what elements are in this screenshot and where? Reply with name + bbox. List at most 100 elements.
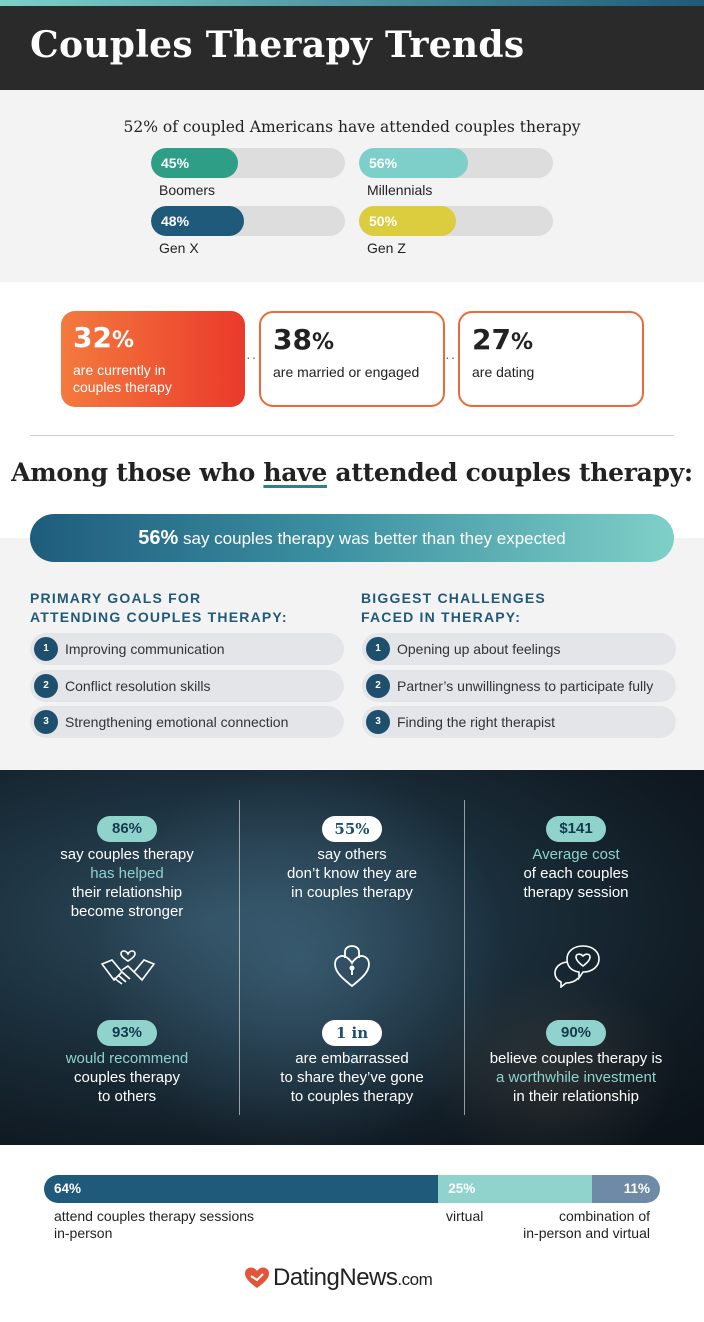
- generation-percent: 50%: [369, 213, 398, 229]
- stat-line: don’t know they are: [286, 865, 418, 882]
- generation-boomers: 45% Boomers: [151, 148, 345, 198]
- overview-section: 52% of coupled Americans have attended c…: [0, 90, 704, 282]
- rank-badge: 2: [366, 674, 390, 698]
- stat-badge: 90%: [546, 1020, 606, 1046]
- generation-label: Gen X: [159, 240, 199, 256]
- challenge-text: Partner’s unwillingness to participate f…: [397, 678, 654, 694]
- status-unit: %: [311, 330, 335, 355]
- status-number: 32: [73, 321, 112, 354]
- status-number: 27: [472, 323, 511, 356]
- progress-track: 50%: [359, 206, 553, 236]
- section-heading: Among those who have attended couples th…: [0, 458, 704, 487]
- progress-track: 45%: [151, 148, 345, 178]
- stat-highlight: has helped: [90, 865, 164, 882]
- goal-text: Improving communication: [65, 641, 225, 657]
- status-value: 32%: [73, 323, 233, 356]
- goal-item: 3 Strengthening emotional connection: [30, 706, 344, 738]
- stat-recommend: would recommend couples therapy to other…: [12, 1049, 242, 1106]
- rank-badge: 1: [366, 637, 390, 661]
- stat-line: of each couples: [523, 865, 629, 882]
- progress-track: 56%: [359, 148, 553, 178]
- logo-suffix: .com: [397, 1270, 433, 1289]
- generation-label: Gen Z: [367, 240, 406, 256]
- challenge-item: 1 Opening up about feelings: [362, 633, 676, 665]
- stat-badge: 93%: [97, 1020, 157, 1046]
- challenge-item: 2 Partner’s unwillingness to participate…: [362, 670, 676, 702]
- stat-line: believe couples therapy is: [489, 1050, 663, 1067]
- heading-emphasis: have: [263, 458, 328, 487]
- generation-genz: 50% Gen Z: [359, 206, 553, 256]
- challenge-item: 3 Finding the right therapist: [362, 706, 676, 738]
- generation-percent: 56%: [369, 155, 398, 171]
- goals-heading: PRIMARY GOALS FOR ATTENDING COUPLES THER…: [30, 589, 288, 627]
- status-desc: are currently in couples therapy: [73, 362, 172, 395]
- heading-line: PRIMARY GOALS FOR: [30, 590, 202, 606]
- goal-item: 2 Conflict resolution skills: [30, 670, 344, 702]
- logo-name: DatingNews: [273, 1264, 398, 1291]
- stat-others-dont-know: say others don’t know they are in couple…: [237, 845, 467, 902]
- split-segment-virtual: 25%: [438, 1175, 593, 1203]
- segment-percent: 25%: [448, 1181, 476, 1196]
- split-label-virtual: virtual: [446, 1208, 483, 1225]
- column-divider: [464, 800, 465, 1115]
- progress-track: 48%: [151, 206, 345, 236]
- stat-helped: say couples therapy has helped their rel…: [12, 845, 242, 921]
- stat-line: are embarrassed: [295, 1050, 409, 1067]
- overview-lead: 52% of coupled Americans have attended c…: [123, 118, 581, 136]
- generation-percent: 45%: [161, 155, 190, 171]
- stat-worthwhile: believe couples therapy is a worthwhile …: [461, 1049, 691, 1106]
- column-divider: [239, 800, 240, 1115]
- label-line: combination of: [558, 1208, 650, 1224]
- banner-percent: 56%: [138, 527, 179, 549]
- stat-badge: $141: [546, 816, 606, 842]
- stat-line: therapy session: [523, 884, 629, 901]
- challenge-text: Finding the right therapist: [397, 714, 555, 730]
- stat-line: to others: [97, 1088, 157, 1105]
- logo-wordmark: DatingNews.com: [273, 1264, 433, 1292]
- stat-average-cost: Average cost of each couples therapy ses…: [461, 845, 691, 902]
- status-value: 38%: [273, 325, 431, 358]
- goal-text: Conflict resolution skills: [65, 678, 211, 694]
- header: Couples Therapy Trends: [0, 6, 704, 90]
- rank-badge: 1: [34, 637, 58, 661]
- divider: [30, 435, 674, 436]
- stat-line: their relationship: [71, 884, 183, 901]
- session-split-bar: 64% 25% 11%: [44, 1175, 660, 1203]
- segment-percent: 64%: [54, 1181, 82, 1196]
- photo-shade: [420, 970, 680, 1145]
- challenge-text: Opening up about feelings: [397, 641, 561, 657]
- progress-fill: [359, 206, 456, 236]
- status-unit: %: [510, 330, 534, 355]
- page-title: Couples Therapy Trends: [30, 24, 525, 66]
- stat-badge: 55%: [322, 816, 382, 842]
- generation-label: Millennials: [367, 182, 433, 198]
- stat-line: to couples therapy: [290, 1088, 414, 1105]
- status-desc: are married or engaged: [273, 364, 420, 380]
- generation-millennials: 56% Millennials: [359, 148, 553, 198]
- split-segment-in-person: 64%: [44, 1175, 439, 1203]
- segment-percent: 11%: [623, 1181, 650, 1196]
- speech-bubble-heart-icon: [554, 945, 600, 988]
- generation-label: Boomers: [159, 182, 216, 198]
- status-box-married: 38% are married or engaged: [259, 311, 445, 407]
- challenges-heading: BIGGEST CHALLENGES FACED IN THERAPY:: [361, 589, 546, 627]
- status-number: 38: [273, 323, 312, 356]
- header-accent-bar: [0, 0, 704, 6]
- stat-badge: 86%: [97, 816, 157, 842]
- heading-line: BIGGEST CHALLENGES: [361, 590, 546, 606]
- heading-line: ATTENDING COUPLES THERAPY:: [30, 609, 288, 625]
- split-label-in-person: attend couples therapy sessions in-perso…: [54, 1208, 254, 1242]
- stat-highlight: a worthwhile investment: [495, 1069, 657, 1086]
- stat-highlight: would recommend: [65, 1050, 189, 1067]
- status-desc: are dating: [472, 364, 535, 380]
- status-box-dating: 27% are dating: [458, 311, 644, 407]
- stat-line: to share they’ve gone: [280, 1069, 424, 1086]
- progress-fill: [151, 148, 239, 178]
- heading-part: Among those who: [11, 458, 264, 487]
- status-box-in-therapy: 32% are currently in couples therapy: [61, 311, 245, 407]
- stat-embarrassed: are embarrassed to share they’ve gone to…: [237, 1049, 467, 1106]
- status-unit: %: [111, 328, 135, 353]
- connector-dots: ··: [246, 349, 258, 365]
- rank-badge: 3: [366, 710, 390, 734]
- photo-shade: [90, 770, 510, 1145]
